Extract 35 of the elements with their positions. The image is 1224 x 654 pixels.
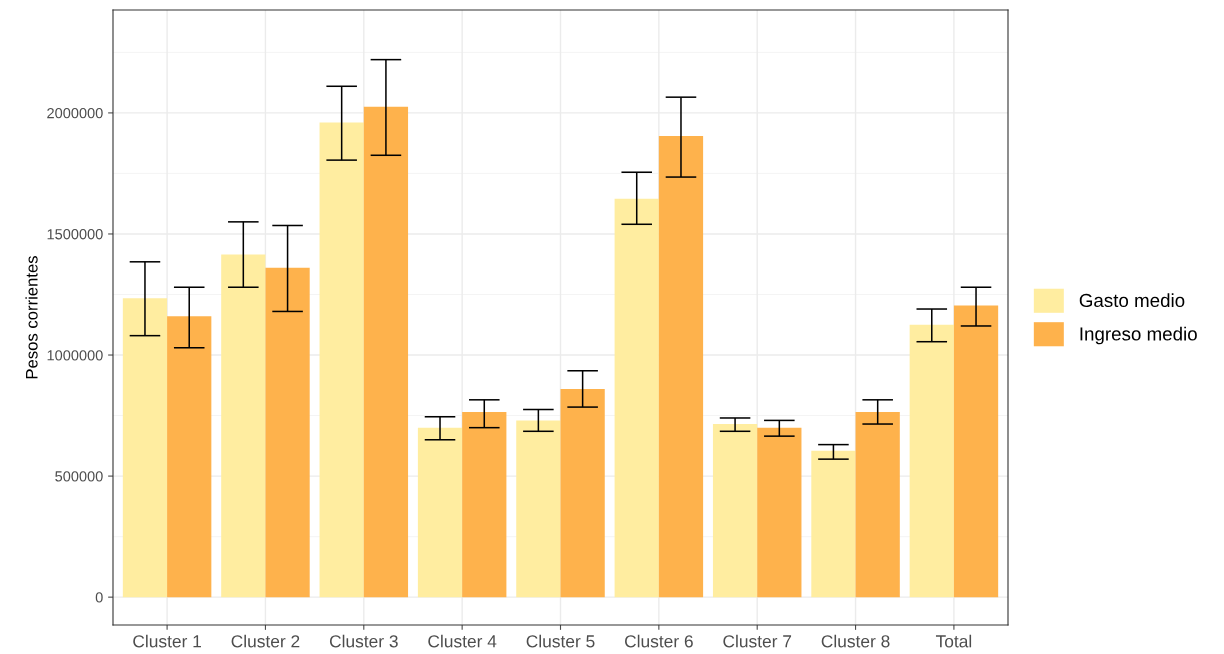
x-tick-label: Cluster 1 bbox=[133, 634, 201, 648]
bar bbox=[221, 254, 266, 598]
legend-label: Ingreso medio bbox=[1080, 326, 1197, 345]
bar bbox=[363, 106, 409, 598]
bar bbox=[265, 267, 310, 598]
bar bbox=[614, 198, 659, 598]
y-tick-label: 500000 bbox=[55, 471, 103, 482]
bar bbox=[811, 450, 856, 598]
x-tick-label: Cluster 4 bbox=[428, 634, 497, 648]
x-tick-label: Cluster 7 bbox=[723, 634, 792, 648]
bar bbox=[909, 324, 954, 598]
x-tick-label: Total bbox=[935, 634, 972, 648]
x-tick-label: Cluster 8 bbox=[821, 634, 890, 648]
bar bbox=[167, 316, 212, 598]
x-tick-label: Cluster 3 bbox=[329, 634, 398, 648]
bar bbox=[855, 411, 900, 598]
y-tick-label: 2000000 bbox=[47, 108, 103, 119]
bar bbox=[417, 427, 463, 598]
y-tick-label: 1000000 bbox=[47, 350, 103, 361]
y-tick-label: 0 bbox=[95, 592, 103, 603]
x-tick-label: Cluster 5 bbox=[526, 634, 595, 648]
x-tick-label: Cluster 6 bbox=[625, 634, 693, 648]
bar bbox=[319, 122, 364, 598]
bar bbox=[953, 305, 999, 598]
y-tick-label: 1500000 bbox=[47, 229, 103, 240]
bar bbox=[516, 420, 561, 598]
x-tick-label: Cluster 2 bbox=[231, 634, 300, 648]
bar bbox=[560, 388, 605, 598]
bar bbox=[462, 411, 507, 598]
y-axis-title: Pesos corrientes bbox=[25, 256, 38, 379]
bar bbox=[712, 424, 758, 598]
bar bbox=[658, 135, 704, 598]
legend-label: Gasto medio bbox=[1079, 293, 1185, 308]
bar bbox=[757, 427, 802, 598]
bar bbox=[122, 298, 168, 598]
